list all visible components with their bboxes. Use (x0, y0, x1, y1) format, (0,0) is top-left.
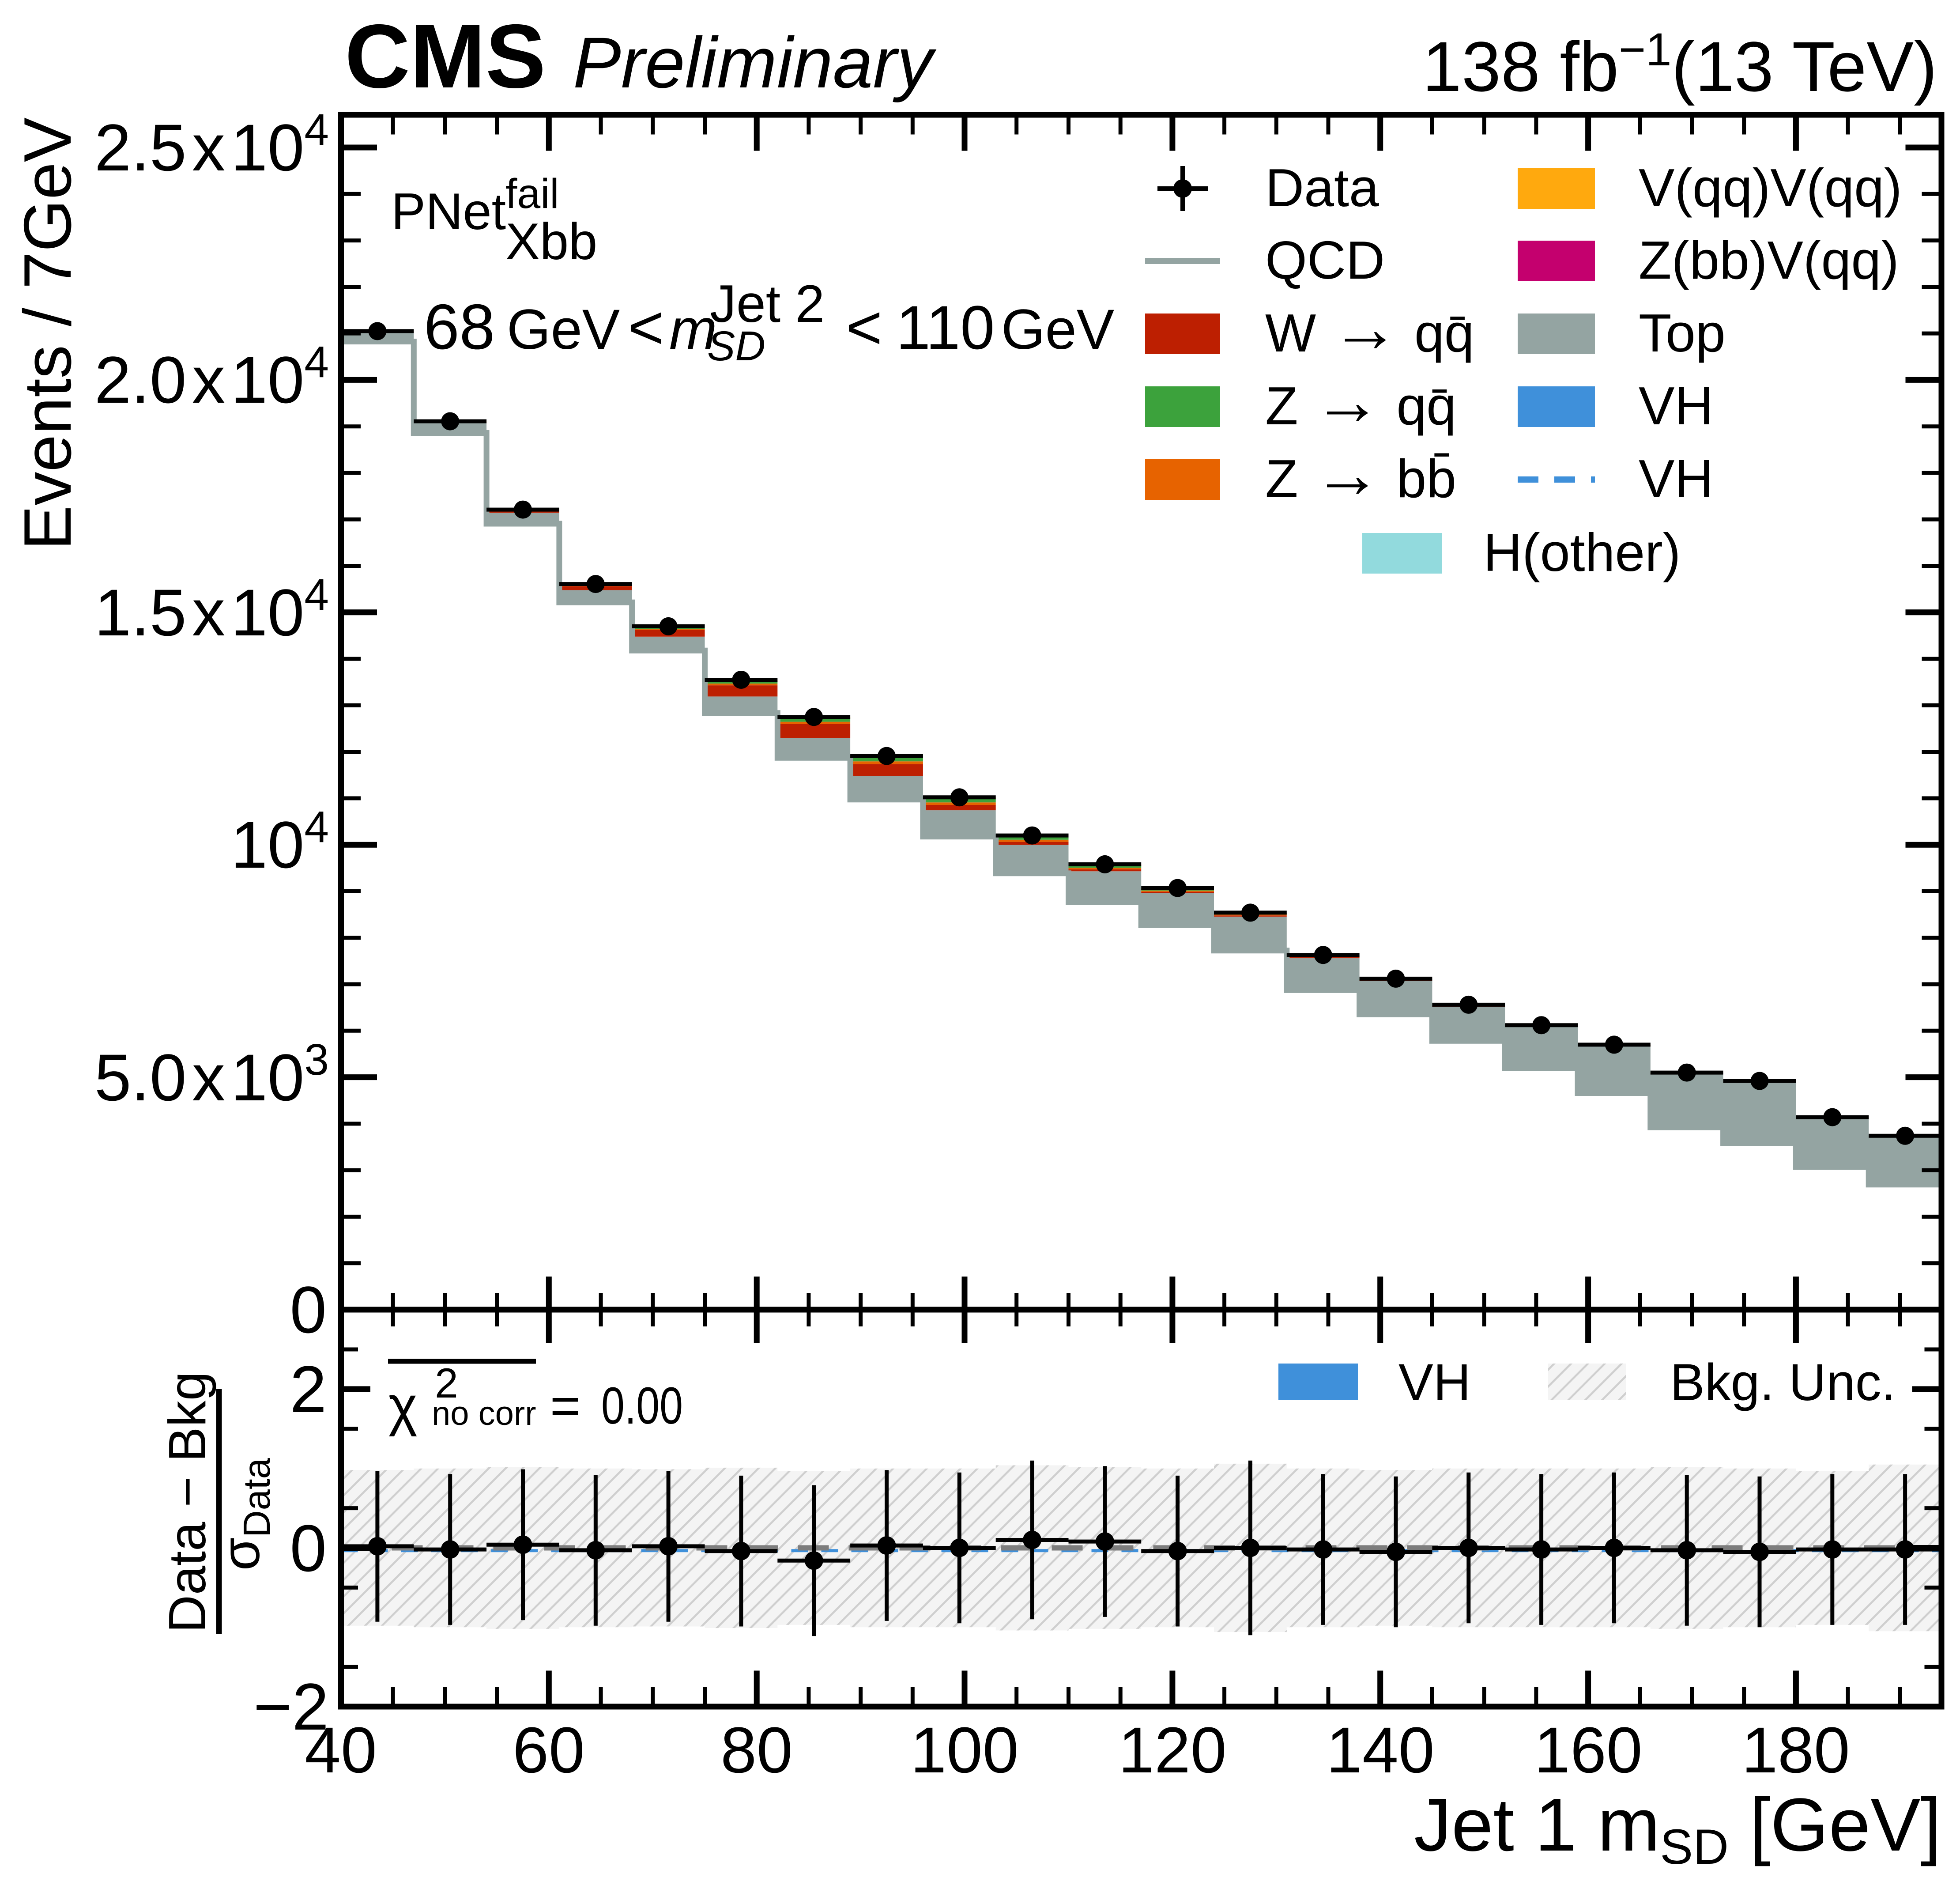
svg-text:PNet: PNet (391, 182, 506, 240)
svg-text:Data: Data (1265, 158, 1379, 218)
svg-text:Events / 7GeV: Events / 7GeV (10, 117, 85, 550)
svg-text:GeV: GeV (1001, 298, 1114, 361)
svg-text:0: 0 (290, 1273, 327, 1347)
svg-text:Z(bb)V(qq): Z(bb)V(qq) (1639, 230, 1899, 290)
svg-text:Preliminary: Preliminary (573, 22, 937, 103)
svg-text:140: 140 (1326, 1714, 1434, 1787)
svg-text:H(other): H(other) (1483, 522, 1681, 582)
svg-text:VH: VH (1398, 1353, 1471, 1412)
svg-text:60: 60 (513, 1714, 585, 1787)
svg-text:Bkg. Unc.: Bkg. Unc. (1670, 1353, 1896, 1412)
svg-text:68: 68 (424, 291, 495, 363)
svg-text:V(qq)V(qq): V(qq)V(qq) (1639, 158, 1902, 218)
svg-text:Data − Bkg: Data − Bkg (158, 1371, 217, 1633)
svg-text:VH: VH (1639, 449, 1713, 509)
svg-text:2: 2 (290, 1352, 327, 1426)
svg-text:2.5 x 104: 2.5 x 104 (94, 105, 329, 185)
svg-text:=: = (550, 1377, 580, 1435)
svg-text:VH: VH (1639, 376, 1713, 436)
svg-text:χ: χ (388, 1375, 418, 1437)
svg-text:<: < (628, 292, 664, 363)
svg-text:Xbb: Xbb (505, 212, 597, 270)
svg-text:1.5 x 104: 1.5 x 104 (94, 570, 329, 650)
svg-text:<: < (846, 292, 882, 363)
svg-text:2.0 x 104: 2.0 x 104 (94, 337, 329, 417)
svg-text:CMS: CMS (345, 6, 546, 107)
svg-text:QCD: QCD (1265, 230, 1385, 290)
svg-text:180: 180 (1741, 1714, 1850, 1787)
svg-text:m: m (669, 297, 717, 361)
svg-text:40: 40 (305, 1714, 377, 1787)
svg-text:fail: fail (505, 170, 559, 217)
svg-text:Jet 2: Jet 2 (710, 274, 825, 333)
svg-text:100: 100 (910, 1714, 1018, 1787)
svg-text:160: 160 (1534, 1714, 1642, 1787)
svg-text:5.0 x 103: 5.0 x 103 (94, 1035, 329, 1114)
svg-text:120: 120 (1118, 1714, 1226, 1787)
svg-text:−2: −2 (253, 1670, 329, 1744)
svg-text:Jet 1 mSD [GeV]: Jet 1 mSD [GeV] (1414, 1783, 1941, 1874)
svg-text:GeV: GeV (507, 298, 620, 361)
svg-text:Top: Top (1639, 303, 1726, 363)
svg-text:SD: SD (707, 323, 765, 370)
svg-text:0: 0 (290, 1511, 327, 1585)
svg-text:0.00: 0.00 (601, 1377, 683, 1435)
svg-text:110: 110 (896, 293, 995, 362)
svg-text:138 fb−1(13 TeV): 138 fb−1(13 TeV) (1422, 24, 1937, 106)
svg-text:2: 2 (435, 1360, 458, 1407)
svg-text:no corr: no corr (432, 1395, 536, 1432)
svg-text:σData: σData (211, 1458, 278, 1571)
svg-text:80: 80 (720, 1714, 793, 1787)
